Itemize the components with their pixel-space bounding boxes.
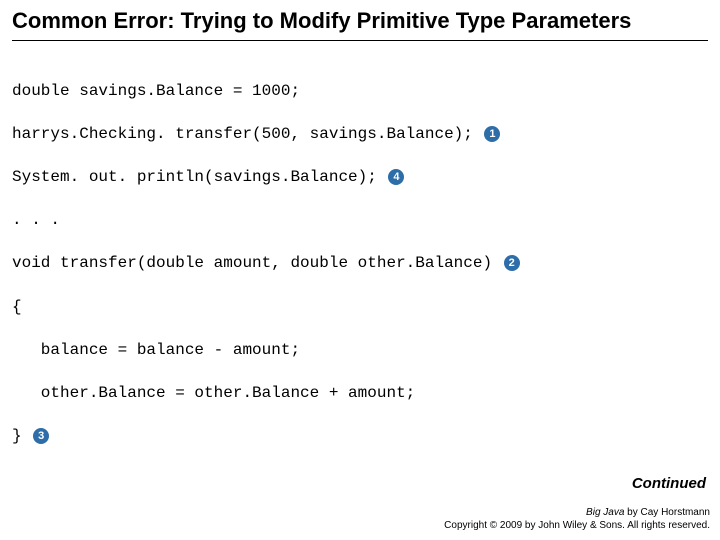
slide-title: Common Error: Trying to Modify Primitive… bbox=[0, 0, 720, 38]
code-line: System. out. println(savings.Balance); 4 bbox=[12, 167, 708, 189]
code-text: harrys.Checking. transfer(500, savings.B… bbox=[12, 125, 482, 143]
code-line: } 3 bbox=[12, 426, 708, 448]
footer-copyright: Copyright © 2009 by John Wiley & Sons. A… bbox=[444, 519, 710, 532]
code-text: double savings.Balance = 1000; bbox=[12, 82, 300, 100]
code-block: double savings.Balance = 1000; harrys.Ch… bbox=[0, 59, 720, 469]
code-text: other.Balance = other.Balance + amount; bbox=[12, 384, 415, 402]
code-line: other.Balance = other.Balance + amount; bbox=[12, 383, 708, 405]
code-line: void transfer(double amount, double othe… bbox=[12, 253, 708, 275]
code-text: void transfer(double amount, double othe… bbox=[12, 254, 502, 272]
code-line: { bbox=[12, 297, 708, 319]
step-marker-2-icon: 2 bbox=[504, 255, 520, 271]
code-text: { bbox=[12, 298, 22, 316]
code-text: } bbox=[12, 427, 31, 445]
continued-label: Continued bbox=[632, 475, 706, 492]
title-underline bbox=[12, 40, 708, 41]
code-line: balance = balance - amount; bbox=[12, 340, 708, 362]
footer-line-1: Big Java by Cay Horstmann bbox=[444, 506, 710, 519]
author-byline: by Cay Horstmann bbox=[624, 507, 710, 518]
step-marker-3-icon: 3 bbox=[33, 428, 49, 444]
step-marker-1-icon: 1 bbox=[484, 126, 500, 142]
code-text: balance = balance - amount; bbox=[12, 341, 300, 359]
code-line: harrys.Checking. transfer(500, savings.B… bbox=[12, 124, 708, 146]
footer: Big Java by Cay Horstmann Copyright © 20… bbox=[444, 506, 710, 532]
code-line: double savings.Balance = 1000; bbox=[12, 81, 708, 103]
code-text: . . . bbox=[12, 211, 60, 229]
book-title: Big Java bbox=[586, 507, 624, 518]
code-text: System. out. println(savings.Balance); bbox=[12, 168, 386, 186]
step-marker-4-icon: 4 bbox=[388, 169, 404, 185]
code-line: . . . bbox=[12, 210, 708, 232]
